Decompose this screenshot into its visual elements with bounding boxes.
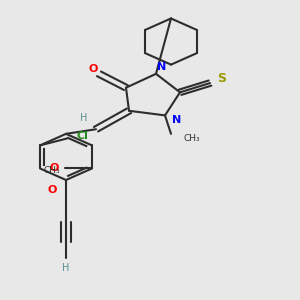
Text: Cl: Cl bbox=[76, 131, 88, 141]
Text: H: H bbox=[62, 263, 70, 273]
Text: CH₃: CH₃ bbox=[183, 134, 200, 143]
Text: N: N bbox=[172, 115, 182, 125]
Text: O: O bbox=[48, 185, 57, 195]
Text: H: H bbox=[80, 113, 88, 123]
Text: CH₃: CH₃ bbox=[44, 166, 61, 175]
Text: S: S bbox=[218, 72, 226, 85]
Text: O: O bbox=[88, 64, 98, 74]
Text: N: N bbox=[158, 62, 166, 72]
Text: O: O bbox=[50, 164, 59, 173]
